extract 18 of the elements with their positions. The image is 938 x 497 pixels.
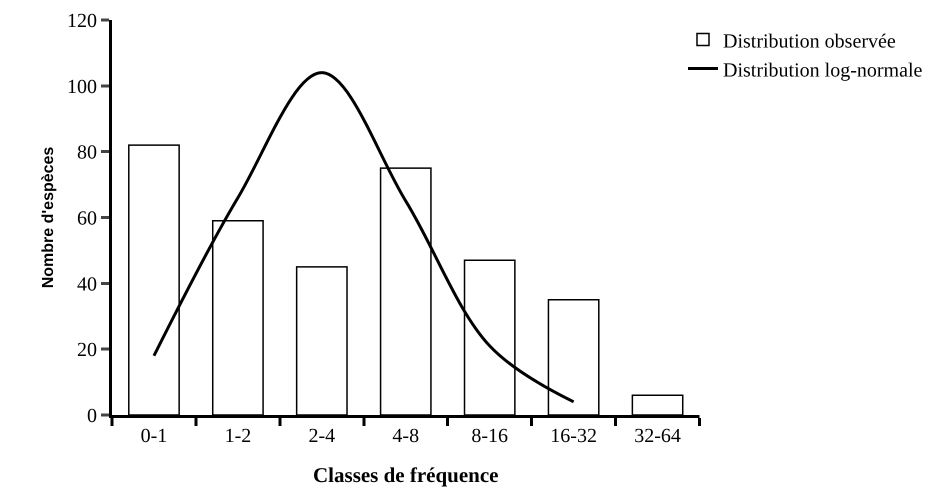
y-tick-label: 120 [67,10,97,32]
y-tick-label: 0 [87,405,97,427]
legend-label: Distribution log-normale [723,59,923,82]
x-tick-label: 2-4 [308,425,336,447]
legend-label: Distribution observée [723,30,896,52]
y-axis-title: Nombre d'espèces [40,146,57,288]
x-axis-title: Classes de fréquence [313,463,498,488]
x-tick-label: 0-1 [140,425,168,447]
x-tick-label: 32-64 [634,425,681,447]
x-tick-label: 16-32 [550,425,597,447]
y-tick-label: 20 [77,339,97,362]
y-tick-label: 100 [67,76,97,98]
y-tick-label: 80 [77,142,97,164]
x-tick-label: 4-8 [392,425,420,447]
x-tick-label: 8-16 [471,425,508,447]
y-tick-label: 40 [77,273,97,296]
y-tick-label: 60 [77,208,97,230]
x-tick-label: 1-2 [224,425,252,447]
